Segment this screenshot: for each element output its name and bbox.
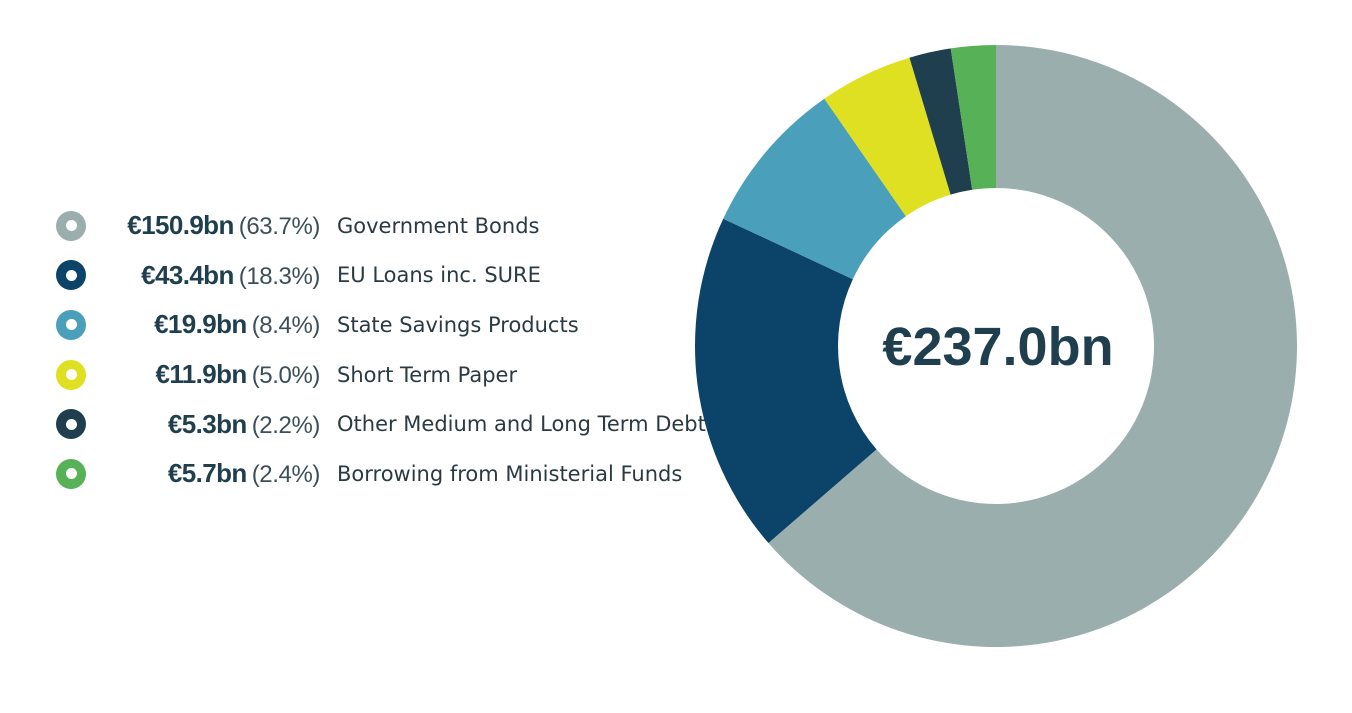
- donut-slice: [824, 57, 951, 217]
- legend-marker-icon: [56, 359, 86, 390]
- donut-slice: [768, 45, 1298, 647]
- donut-slices: [695, 45, 1298, 647]
- legend-percent: (2.4%): [251, 461, 321, 489]
- donut-slice: [695, 218, 877, 544]
- donut-slice: [909, 48, 973, 195]
- chart-legend: €150.9bn (63.7%) Government Bonds €43.4bn…: [56, 201, 706, 499]
- legend-marker-icon: [56, 309, 86, 340]
- legend-percent: (2.2%): [251, 411, 321, 439]
- donut-slice: [950, 45, 996, 190]
- legend-figures: €5.3bn (2.2%): [86, 409, 320, 440]
- legend-item: €5.7bn (2.4%) Borrowing from Ministerial …: [56, 449, 706, 499]
- legend-percent: (18.3%): [238, 262, 321, 290]
- legend-item: €43.4bn (18.3%) EU Loans inc. SURE: [56, 251, 706, 301]
- legend-marker-icon: [56, 260, 86, 291]
- legend-marker-icon: [56, 409, 86, 440]
- legend-percent: (63.7%): [238, 213, 321, 241]
- legend-label: EU Loans inc. SURE: [337, 263, 541, 288]
- donut-slice: [723, 98, 906, 280]
- legend-label: State Savings Products: [337, 312, 579, 337]
- legend-marker-icon: [56, 458, 86, 489]
- legend-marker-icon: [56, 210, 86, 241]
- legend-figures: €43.4bn (18.3%): [86, 260, 320, 291]
- legend-item: €19.9bn (8.4%) State Savings Products: [56, 300, 706, 350]
- legend-label: Borrowing from Ministerial Funds: [337, 461, 683, 486]
- legend-value: €43.4bn: [141, 259, 234, 290]
- legend-label: Government Bonds: [337, 213, 540, 238]
- legend-value: €5.7bn: [167, 458, 247, 489]
- legend-label: Other Medium and Long Term Debt: [337, 412, 706, 437]
- legend-value: €150.9bn: [127, 210, 234, 241]
- legend-value: €5.3bn: [167, 408, 247, 439]
- legend-item: €5.3bn (2.2%) Other Medium and Long Term …: [56, 399, 706, 449]
- legend-percent: (5.0%): [251, 362, 321, 390]
- legend-item: €150.9bn (63.7%) Government Bonds: [56, 201, 706, 251]
- legend-percent: (8.4%): [251, 312, 321, 340]
- legend-figures: €11.9bn (5.0%): [86, 359, 321, 390]
- legend-value: €19.9bn: [154, 309, 247, 340]
- legend-label: Short Term Paper: [337, 362, 518, 387]
- legend-figures: €5.7bn (2.4%): [86, 458, 320, 489]
- legend-figures: €150.9bn (63.7%): [86, 210, 320, 241]
- legend-item: €11.9bn (5.0%) Short Term Paper: [56, 350, 706, 400]
- donut-center-total: €237.0bn: [882, 317, 1113, 377]
- legend-figures: €19.9bn (8.4%): [86, 309, 320, 340]
- legend-value: €11.9bn: [155, 359, 248, 390]
